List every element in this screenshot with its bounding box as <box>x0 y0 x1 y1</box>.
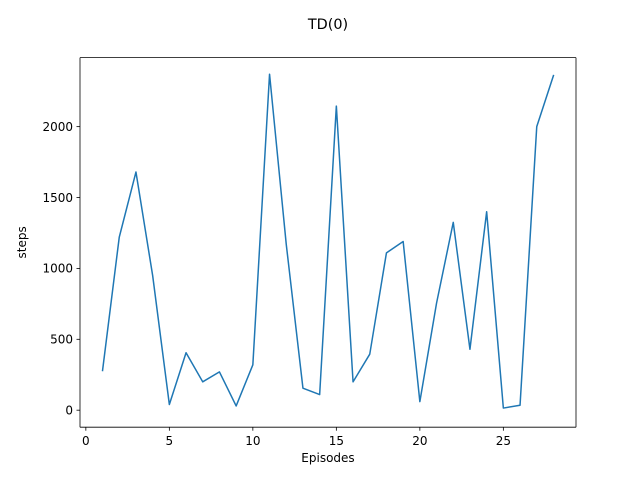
x-tick-label: 20 <box>412 434 427 448</box>
y-tick-label: 500 <box>50 333 73 347</box>
x-tick-label: 25 <box>496 434 511 448</box>
y-axis-title: steps <box>15 226 29 258</box>
series-line-1 <box>101 73 555 409</box>
y-tick-label: 1000 <box>42 262 73 276</box>
series-layer <box>101 73 555 409</box>
x-tick-label: 10 <box>245 434 260 448</box>
chart-title: TD(0) <box>307 17 348 33</box>
x-tick-label: 15 <box>329 434 344 448</box>
x-tick-label: 5 <box>166 434 174 448</box>
x-tick-label: 0 <box>82 434 90 448</box>
y-tick-label: 2000 <box>42 120 73 134</box>
y-tick-label: 0 <box>65 403 73 417</box>
y-tick-label: 1500 <box>42 191 73 205</box>
x-axis-ticks: 0 5 10 15 20 25 <box>82 427 511 448</box>
x-axis-title: Episodes <box>301 451 354 465</box>
plot-frame <box>79 57 577 428</box>
y-axis-ticks: 0 500 1000 1500 2000 <box>42 120 80 417</box>
